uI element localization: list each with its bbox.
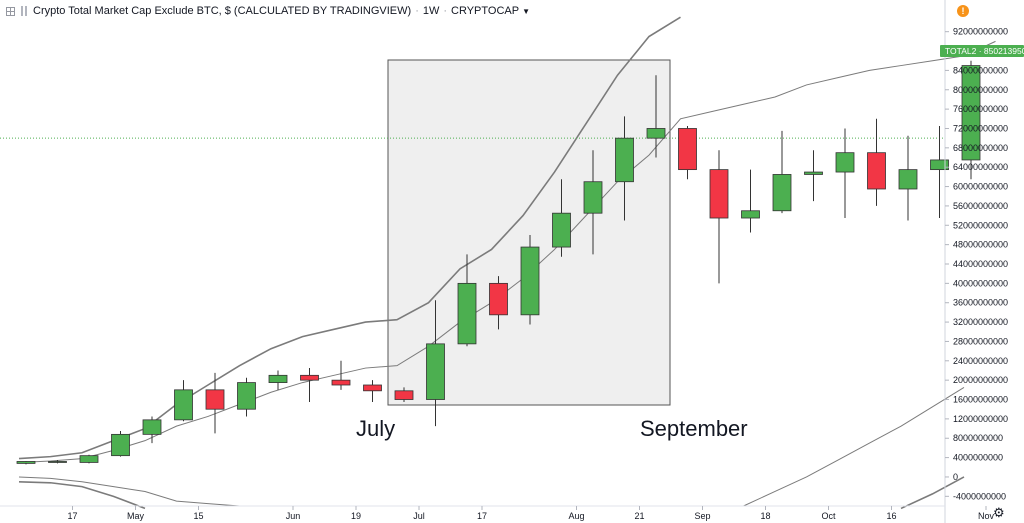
candle-body (394, 390, 414, 400)
candle-body (898, 169, 918, 190)
candle-body (205, 389, 225, 410)
y-tick-label: 24000000000 (953, 356, 1008, 366)
x-tick-label: Nov (978, 511, 995, 521)
candle-body (111, 433, 130, 457)
y-tick-label: 36000000000 (953, 298, 1008, 308)
x-tick-label: Sep (694, 511, 710, 521)
x-tick-label: 21 (634, 511, 644, 521)
candle-body (142, 419, 162, 435)
collapse-toggle-icon[interactable] (6, 6, 15, 16)
x-tick-label: 15 (193, 511, 203, 521)
y-tick-label: 52000000000 (953, 220, 1008, 230)
symbol-title[interactable]: Crypto Total Market Cap Exclude BTC, $ (… (33, 5, 412, 17)
candle-body (678, 128, 697, 171)
last-price-tag: TOTAL2 · 85021395050 (940, 45, 1024, 57)
y-tick-label: 8000000000 (953, 433, 1003, 443)
y-tick-label: 76000000000 (953, 104, 1008, 114)
candle-body (615, 137, 634, 183)
candle-body (457, 282, 477, 345)
x-tick-label: Jun (286, 511, 301, 521)
candle-body (741, 210, 760, 219)
y-tick-label: 16000000000 (953, 395, 1008, 405)
candle-body (552, 212, 571, 248)
last-price-tag-text: TOTAL2 · 85021395050 (945, 46, 1024, 56)
lower-band-outer-right (900, 476, 965, 510)
candle-body (961, 65, 981, 161)
y-tick-label: 84000000000 (953, 65, 1008, 75)
exchange-label[interactable]: CRYPTOCAP (451, 5, 520, 17)
y-tick-label: -4000000000 (953, 491, 1006, 501)
candle-body (268, 374, 288, 383)
time-axis: 17 May 15 Jun 19 Jul 17 Aug 21 Sep 18 Oct 16 Nov (0, 505, 995, 521)
candle-body (300, 374, 319, 381)
y-tick-label: 28000000000 (953, 336, 1008, 346)
candle-body (489, 282, 508, 316)
candle-body (363, 384, 382, 392)
candle-body (520, 246, 540, 316)
x-tick-label: 18 (760, 511, 770, 521)
alert-icon[interactable]: ! (957, 5, 969, 17)
x-tick-label: 19 (351, 511, 361, 521)
y-tick-label: 80000000000 (953, 85, 1008, 95)
y-tick-label: 60000000000 (953, 182, 1008, 192)
candle-body (174, 389, 193, 421)
candle-body (16, 461, 36, 464)
y-tick-label: 44000000000 (953, 259, 1008, 269)
annotation-july: July (356, 416, 395, 441)
candles (16, 60, 981, 465)
annotation-september: September (640, 416, 748, 441)
y-tick-label: 12000000000 (953, 414, 1008, 424)
y-tick-label: 0 (953, 472, 958, 482)
x-tick-label: Jul (413, 511, 425, 521)
interval-label[interactable]: 1W (422, 5, 440, 17)
candle-body (646, 128, 666, 139)
candle-body (772, 174, 792, 212)
y-tick-label: 4000000000 (953, 453, 1003, 463)
header-separator-1: · (415, 5, 419, 17)
candle-body (79, 455, 99, 463)
candle-body (835, 152, 855, 173)
candle-body (709, 169, 729, 219)
lower-band-outer-left (18, 481, 146, 510)
candle-body (331, 379, 351, 386)
x-tick-label: Aug (568, 511, 584, 521)
candle-body (930, 159, 949, 171)
y-tick-label: 40000000000 (953, 278, 1008, 288)
chevron-down-icon[interactable]: ▼ (522, 6, 531, 16)
candle-body (583, 181, 603, 214)
price-axis: 9200000000088000000000840000000008000000… (944, 0, 1008, 523)
gear-icon[interactable]: ⚙ (993, 505, 1005, 520)
candle-body (426, 343, 445, 400)
y-tick-label: 92000000000 (953, 27, 1008, 37)
y-tick-label: 48000000000 (953, 240, 1008, 250)
lower-band-inner-left (18, 476, 240, 507)
lower-band-inner-right (743, 386, 965, 507)
candle-body (804, 171, 823, 175)
candle-body (867, 152, 886, 190)
x-tick-label: 17 (477, 511, 487, 521)
y-tick-label: 32000000000 (953, 317, 1008, 327)
y-tick-label: 68000000000 (953, 143, 1008, 153)
x-tick-label: 16 (886, 511, 896, 521)
y-tick-label: 56000000000 (953, 201, 1008, 211)
y-tick-label: 64000000000 (953, 162, 1008, 172)
x-tick-label: 17 (67, 511, 77, 521)
candle-body (237, 382, 256, 410)
chart-header: Crypto Total Market Cap Exclude BTC, $ (… (0, 0, 945, 22)
x-tick-label: Oct (821, 511, 836, 521)
x-tick-label: May (127, 511, 145, 521)
y-tick-label: 72000000000 (953, 123, 1008, 133)
y-tick-label: 20000000000 (953, 375, 1008, 385)
candle-body (48, 461, 67, 463)
symbol-icon (21, 6, 27, 16)
header-separator-2: · (443, 5, 448, 17)
